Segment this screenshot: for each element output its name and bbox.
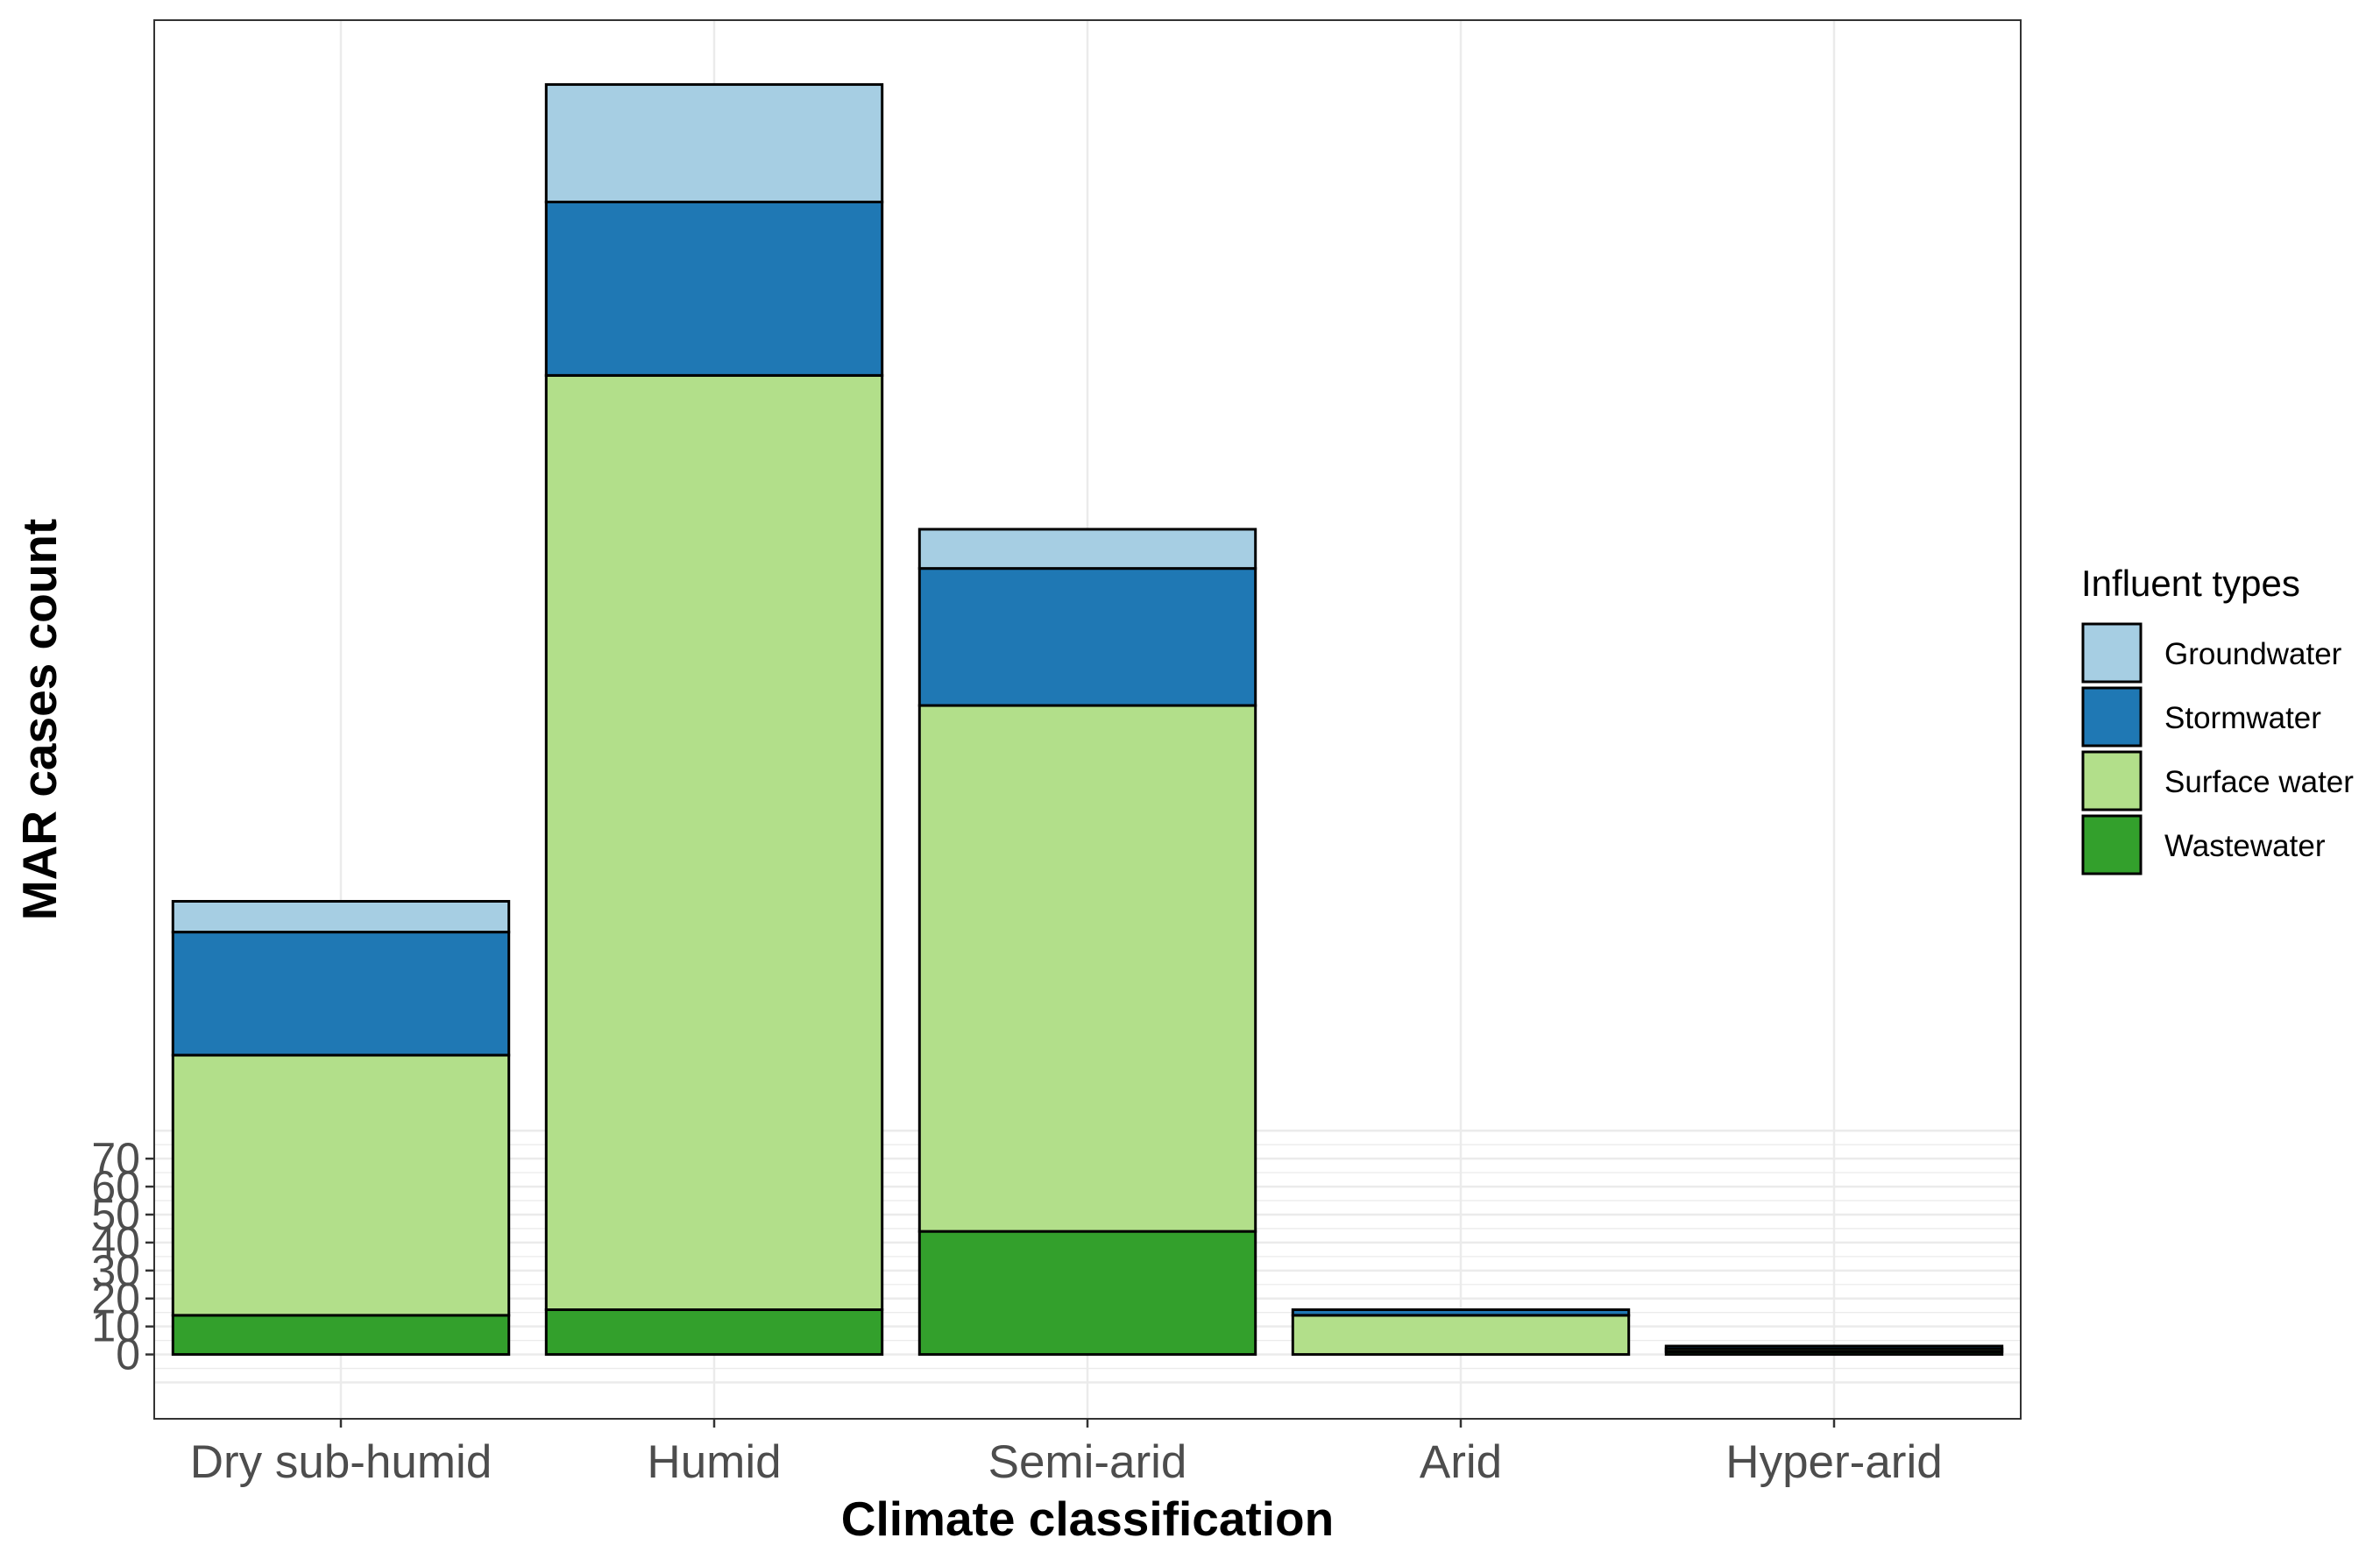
bar-segment-groundwater — [171, 899, 511, 934]
bar-segment-wastewater — [544, 1308, 884, 1357]
x-axis: Dry sub-humid Humid Semi-arid Arid Hyper-ari… — [190, 1419, 1943, 1488]
legend: Influent types Groundwater Stormwater Surf… — [2081, 563, 2354, 875]
legend-label: Wastewater — [2164, 829, 2326, 863]
legend-swatch — [2081, 814, 2143, 875]
bar-segment-stormwater — [1664, 1344, 2004, 1350]
bars — [171, 82, 2004, 1357]
legend-swatch — [2081, 686, 2143, 748]
bar-segment-wastewater — [171, 1314, 511, 1357]
x-tick-label: Dry sub-humid — [190, 1436, 492, 1488]
legend-swatch — [2081, 622, 2143, 684]
bar-segment-surface-water — [917, 704, 1257, 1233]
x-tick-label: Arid — [1420, 1436, 1502, 1488]
bar-segment-groundwater — [544, 82, 884, 203]
bar-segment-surface-water — [1291, 1314, 1631, 1357]
x-tick-label: Semi-arid — [988, 1436, 1187, 1488]
bar-segment-stormwater — [1291, 1308, 1631, 1317]
legend-label: Surface water — [2164, 765, 2354, 799]
bar-segment-stormwater — [917, 567, 1257, 707]
legend-title: Influent types — [2081, 563, 2300, 604]
x-tick-label: Humid — [647, 1436, 781, 1488]
y-tick-label: 40 — [91, 1218, 140, 1267]
y-tick-label: 0 — [116, 1330, 140, 1379]
bar-segment-surface-water — [544, 373, 884, 1312]
bar-segment-surface-water — [171, 1053, 511, 1317]
y-tick-label: 20 — [91, 1274, 140, 1323]
legend-swatch — [2081, 750, 2143, 811]
bar-segment-stormwater — [171, 931, 511, 1057]
y-tick-label: 10 — [91, 1302, 140, 1351]
y-tick-label: 30 — [91, 1246, 140, 1295]
bar-segment-stormwater — [544, 200, 884, 377]
bar-segment-wastewater — [917, 1230, 1257, 1357]
y-tick-label: 70 — [91, 1134, 140, 1183]
legend-items: Groundwater Stormwater Surface water Wastew… — [2081, 622, 2354, 875]
y-axis-title: MAR cases count — [12, 519, 67, 920]
legend-label: Stormwater — [2164, 701, 2321, 735]
x-axis-title: Climate classification — [841, 1492, 1334, 1546]
bar-segment-groundwater — [917, 528, 1257, 570]
y-tick-label: 50 — [91, 1190, 140, 1239]
x-tick-label: Hyper-arid — [1725, 1436, 1942, 1488]
legend-label: Groundwater — [2164, 637, 2342, 671]
y-tick-label: 60 — [91, 1162, 140, 1211]
